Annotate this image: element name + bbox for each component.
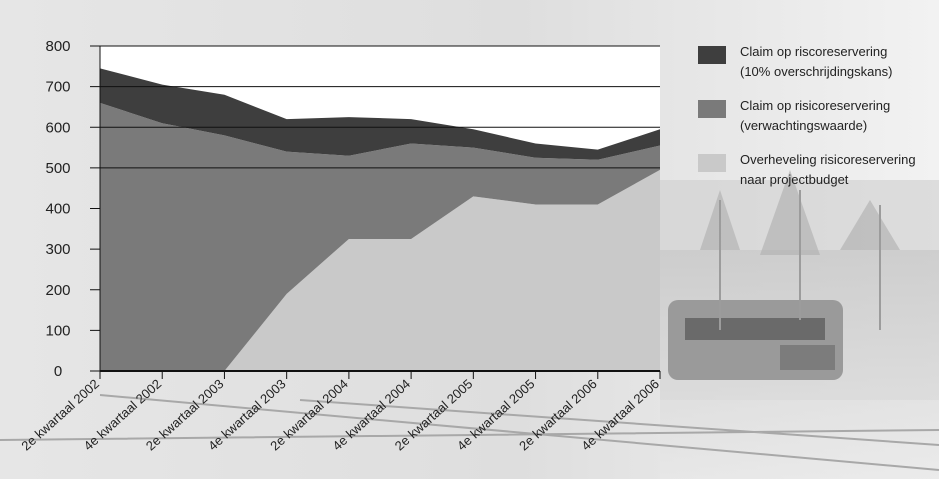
legend-label: Claim op risicoreservering (verwachtings… (740, 96, 939, 136)
legend-label-line: Claim op riscoreservering (740, 44, 888, 59)
legend-item-verwachtingswaarde: Claim op risicoreservering (verwachtings… (698, 96, 938, 148)
legend-label-line: Claim op risicoreservering (740, 98, 891, 113)
legend-swatch (698, 46, 726, 64)
y-tick-label: 700 (45, 79, 70, 96)
legend: Claim op riscoreservering (10% overschri… (698, 42, 938, 204)
legend-label-line: naar projectbudget (740, 172, 849, 187)
legend-item-10pct: Claim op riscoreservering (10% overschri… (698, 42, 938, 94)
legend-label-line: (10% overschrijdingskans) (740, 64, 893, 79)
y-tick-label: 100 (45, 322, 70, 339)
y-tick-label: 200 (45, 282, 70, 299)
legend-label-line: Overheveling risicoreservering (740, 152, 916, 167)
legend-label-line: (verwachtingswaarde) (740, 118, 868, 133)
series-area-1 (100, 102, 660, 371)
y-tick-label: 500 (45, 160, 70, 177)
series-area-0 (100, 169, 660, 371)
y-tick-label: 600 (45, 119, 70, 136)
legend-label: Overheveling risicoreservering naar proj… (740, 150, 939, 190)
y-tick-label: 800 (45, 38, 70, 55)
y-tick-label: 0 (54, 363, 62, 380)
legend-swatch (698, 100, 726, 118)
series-area-2 (100, 68, 660, 160)
y-tick-label: 400 (45, 201, 70, 218)
legend-item-overheveling: Overheveling risicoreservering naar proj… (698, 150, 938, 202)
legend-label: Claim op riscoreservering (10% overschri… (740, 42, 939, 82)
y-tick-label: 300 (45, 241, 70, 258)
legend-swatch (698, 154, 726, 172)
